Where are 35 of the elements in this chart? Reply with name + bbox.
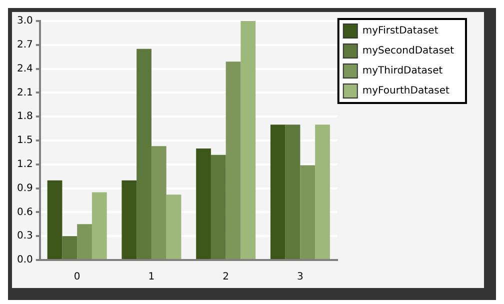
bar bbox=[77, 224, 92, 259]
bar bbox=[151, 146, 166, 259]
y-tick-label: 3.0 bbox=[16, 16, 33, 27]
bar bbox=[62, 236, 78, 259]
bar bbox=[270, 124, 286, 259]
bar bbox=[285, 124, 300, 259]
bar bbox=[196, 148, 211, 259]
bar bbox=[210, 154, 226, 259]
y-tick-label: 2.4 bbox=[16, 63, 33, 74]
y-tick-label: 1.2 bbox=[16, 158, 33, 170]
bar bbox=[92, 192, 107, 259]
bar bbox=[166, 194, 182, 259]
bar bbox=[315, 124, 330, 259]
y-tick-label: 0.3 bbox=[16, 230, 33, 242]
bar bbox=[122, 180, 137, 259]
legend-label: myFourthDataset bbox=[362, 86, 450, 97]
y-tick-label: 0.6 bbox=[16, 206, 33, 218]
bar bbox=[136, 48, 152, 259]
y-tick-label: 2.7 bbox=[16, 39, 33, 50]
bar bbox=[300, 165, 316, 259]
bar bbox=[226, 62, 241, 259]
y-tick-label: 0.9 bbox=[16, 182, 33, 194]
x-tick-label: 3 bbox=[297, 272, 304, 283]
legend-label: myThirdDataset bbox=[362, 66, 443, 77]
x-tick-label: 1 bbox=[148, 272, 155, 283]
x-tick-label: 0 bbox=[74, 272, 80, 283]
y-tick-label: 1.5 bbox=[16, 135, 33, 146]
legend-label: myFirstDataset bbox=[362, 26, 438, 37]
y-tick-label: 0.0 bbox=[16, 254, 33, 266]
x-tick-label: 2 bbox=[222, 272, 230, 283]
y-tick-label: 2.1 bbox=[16, 87, 33, 98]
legend-label: mySecondDataset bbox=[362, 46, 454, 57]
bar bbox=[240, 21, 256, 259]
bar bbox=[47, 180, 62, 259]
y-tick-label: 1.8 bbox=[16, 111, 33, 122]
